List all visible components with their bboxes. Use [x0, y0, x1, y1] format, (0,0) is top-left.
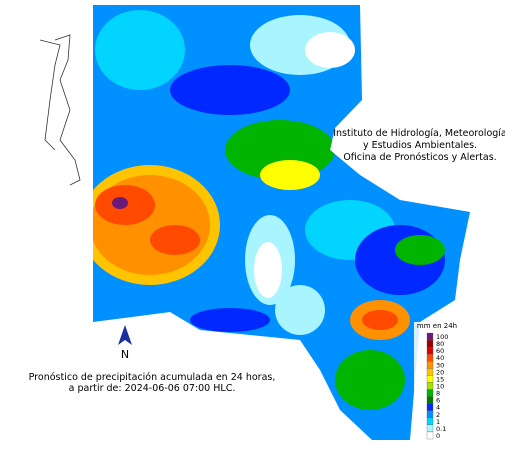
north-arrow: [118, 325, 132, 345]
legend-label: 60: [436, 347, 444, 355]
legend-swatch: [426, 339, 434, 348]
legend-swatch: [426, 375, 434, 383]
legend-label: 10: [436, 383, 444, 391]
legend-swatch: [426, 382, 434, 390]
caption: Pronóstico de precipitación acumulada en…: [29, 372, 276, 394]
institute-line: Instituto de Hidrología, Meteorología: [333, 128, 505, 139]
legend-swatch: [426, 424, 434, 433]
coastline: [39, 39, 61, 151]
legend-label: 0: [436, 432, 440, 440]
legend-swatch: [426, 332, 434, 341]
legend-label: 2: [436, 411, 440, 419]
legend-label: 15: [436, 375, 444, 383]
legend-swatch: [426, 410, 434, 418]
legend-swatch: [426, 417, 434, 426]
caption-line: Pronóstico de precipitación acumulada en…: [29, 372, 276, 383]
legend-box: [414, 322, 462, 444]
legend-label: 8: [436, 390, 440, 398]
legend-swatch: [426, 346, 434, 355]
legend-swatch: [426, 403, 434, 411]
institute-line: y Estudios Ambientales.: [363, 140, 477, 151]
legend-label: 4: [436, 404, 440, 412]
coastline: [54, 34, 81, 186]
legend-label: 1: [436, 418, 440, 426]
legend-swatch: [426, 431, 434, 440]
legend-label: 30: [436, 361, 444, 369]
legend-label: 20: [436, 368, 444, 376]
legend-swatch: [426, 361, 434, 369]
north-label: N: [121, 348, 129, 361]
legend-label: 80: [436, 340, 444, 348]
legend-swatch: [426, 396, 434, 404]
legend-label: 40: [436, 354, 444, 362]
legend-swatch: [426, 354, 434, 362]
caption-line: a partir de: 2024-06-06 07:00 HLC.: [69, 383, 236, 394]
legend-label: 0.1: [436, 425, 446, 433]
institute-line: Oficina de Pronósticos y Alertas.: [343, 152, 496, 163]
legend-label: 6: [436, 397, 440, 405]
legend-title: mm en 24h: [417, 322, 457, 330]
legend-swatch: [426, 389, 434, 397]
legend-label: 100: [436, 333, 448, 341]
legend-swatch: [426, 368, 434, 376]
